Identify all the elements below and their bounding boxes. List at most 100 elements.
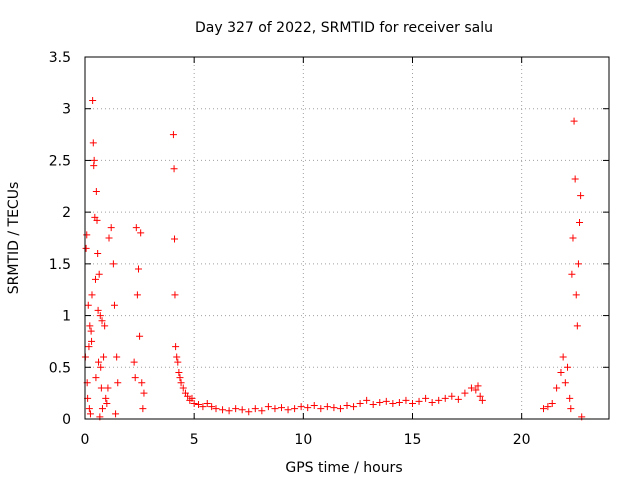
data-point <box>461 389 469 397</box>
x-tick-label: 5 <box>190 432 199 448</box>
data-point <box>448 392 456 400</box>
x-tick-label: 20 <box>513 432 531 448</box>
data-point <box>86 410 94 418</box>
data-point <box>102 394 110 402</box>
data-point <box>85 405 93 413</box>
data-point <box>84 301 92 309</box>
data-point <box>188 394 196 402</box>
data-point <box>110 301 118 309</box>
data-point <box>112 410 120 418</box>
data-point <box>422 394 430 402</box>
data-point <box>172 343 180 351</box>
data-point <box>568 270 576 278</box>
data-point <box>109 260 117 268</box>
data-point <box>317 405 325 413</box>
data-point <box>576 218 584 226</box>
data-point <box>173 353 181 361</box>
data-point <box>415 397 423 405</box>
data-point <box>82 244 90 252</box>
data-point <box>132 224 140 232</box>
data-point <box>212 405 220 413</box>
data-point <box>87 327 95 335</box>
data-point <box>343 402 351 410</box>
data-point <box>195 401 203 409</box>
data-point <box>105 234 113 242</box>
y-tick-label: 2.5 <box>49 153 71 169</box>
data-point <box>382 397 390 405</box>
data-point <box>100 353 108 361</box>
data-point <box>177 379 185 387</box>
x-tick-label: 0 <box>81 432 90 448</box>
data-point <box>323 403 331 411</box>
data-point <box>133 291 141 299</box>
data-point <box>476 392 484 400</box>
data-point <box>85 343 93 351</box>
data-point <box>88 337 96 345</box>
data-point <box>454 395 462 403</box>
y-tick-label: 3 <box>62 102 71 118</box>
data-point <box>98 405 106 413</box>
data-point <box>107 224 115 232</box>
data-point <box>572 291 580 299</box>
data-point <box>238 406 246 414</box>
x-axis-label: GPS time / hours <box>285 460 402 476</box>
data-point <box>569 234 577 242</box>
data-point <box>203 399 211 407</box>
data-point <box>428 398 436 406</box>
data-point <box>225 407 233 415</box>
chart-title: Day 327 of 2022, SRMTID for receiver sal… <box>195 20 493 36</box>
data-point <box>88 291 96 299</box>
data-point <box>297 403 305 411</box>
data-point <box>131 374 139 382</box>
data-point <box>291 405 299 413</box>
axis-ticks: 0 5 10 15 20 0 0.5 1 1.5 2 2.5 3 3.5 <box>49 50 609 448</box>
data-point <box>83 231 91 239</box>
data-point <box>557 368 565 376</box>
y-axis-label: SRMTID / TECUs <box>6 182 22 295</box>
data-point <box>574 260 582 268</box>
y-tick-label: 0 <box>62 412 71 428</box>
data-point <box>330 404 338 412</box>
data-point <box>395 398 403 406</box>
data-point <box>184 392 192 400</box>
data-point <box>402 396 410 404</box>
data-point <box>104 384 112 392</box>
data-point <box>336 405 344 413</box>
data-point <box>258 407 266 415</box>
data-point <box>171 235 179 243</box>
data-point <box>130 358 138 366</box>
data-point <box>376 398 384 406</box>
data-point <box>544 403 552 411</box>
data-point <box>369 401 377 409</box>
data-point <box>573 322 581 330</box>
data-point <box>92 374 100 382</box>
data-point <box>577 192 585 200</box>
y-tick-label: 1.5 <box>49 257 71 273</box>
data-point <box>284 406 292 414</box>
data-point <box>91 275 99 283</box>
data-point <box>113 353 121 361</box>
data-point <box>175 368 183 376</box>
data-point <box>95 270 103 278</box>
data-point <box>97 384 105 392</box>
y-tick-label: 2 <box>62 205 71 221</box>
data-point <box>264 403 272 411</box>
data-point <box>89 96 97 104</box>
data-point <box>97 363 105 371</box>
data-point <box>95 358 103 366</box>
data-point <box>548 399 556 407</box>
data-point <box>219 406 227 414</box>
x-tick-label: 10 <box>294 432 312 448</box>
data-point <box>169 131 177 139</box>
data-point <box>89 139 97 147</box>
data-point <box>474 382 482 390</box>
data-point <box>467 384 475 392</box>
data-point <box>540 405 547 413</box>
data-point <box>199 403 207 411</box>
data-point <box>101 322 109 330</box>
data-point <box>245 408 253 416</box>
data-point <box>98 317 106 325</box>
data-point <box>363 396 371 404</box>
data-point <box>567 405 575 413</box>
